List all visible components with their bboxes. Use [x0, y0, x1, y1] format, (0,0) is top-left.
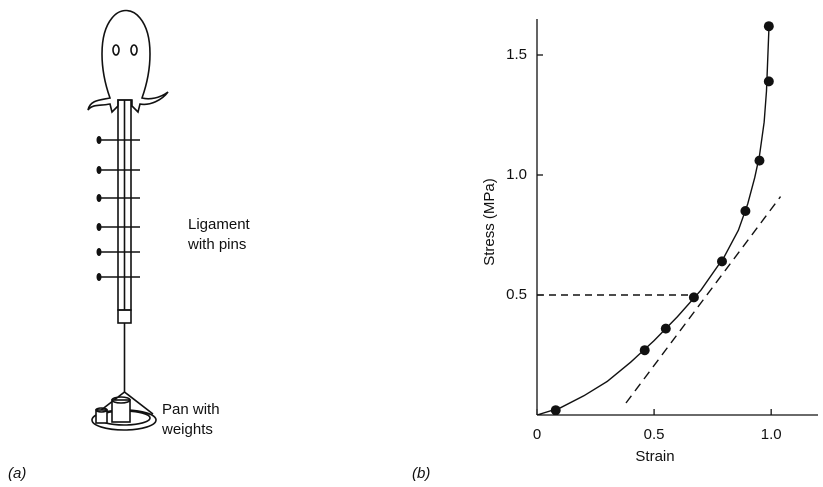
x-axis-label: Strain [635, 448, 674, 465]
data-point [764, 21, 774, 31]
data-point [754, 156, 764, 166]
pan-label: Pan with [162, 401, 220, 418]
data-point [740, 206, 750, 216]
data-point [640, 345, 650, 355]
data-point [689, 292, 699, 302]
y-tick-label: 0.5 [506, 286, 527, 303]
ligament-label: Ligament [188, 216, 251, 233]
x-tick-label: 0.5 [644, 426, 665, 443]
x-tick-label: 1.0 [761, 426, 782, 443]
y-tick-label: 1.0 [506, 166, 527, 183]
pan-label: weights [161, 421, 213, 438]
data-point [717, 256, 727, 266]
ligament-apparatus [88, 11, 168, 431]
ligament-label: with pins [187, 236, 246, 253]
data-point [551, 405, 561, 415]
fit-curve [537, 31, 769, 415]
y-tick-label: 1.5 [506, 46, 527, 63]
data-point [764, 76, 774, 86]
data-point [661, 324, 671, 334]
y-axis-label: Stress (MPa) [481, 178, 498, 266]
tangent-line [626, 197, 781, 403]
panel-label: (b) [412, 465, 430, 482]
panel-label: (a) [8, 465, 26, 482]
x-tick-label: 0 [533, 426, 541, 443]
figure: Ligament with pins Pan with weights (a) … [0, 0, 823, 487]
